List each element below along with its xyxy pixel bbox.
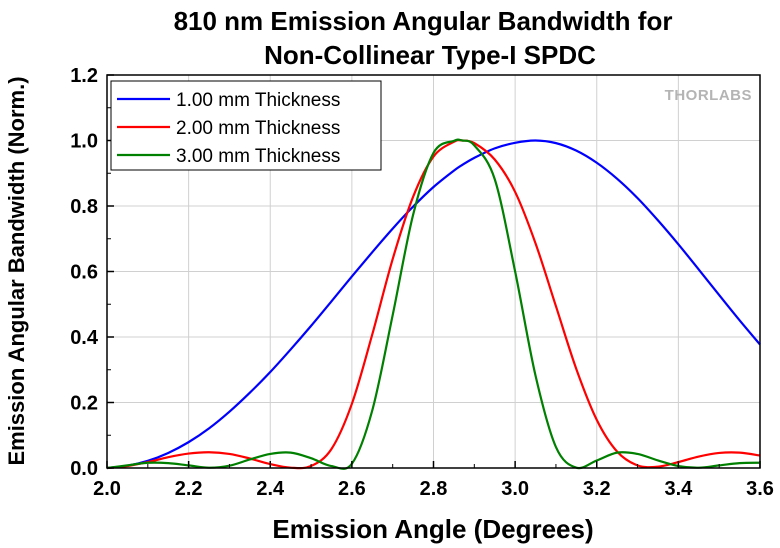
x-tick-label: 3.2	[583, 478, 611, 500]
chart-title-line1: 810 nm Emission Angular Bandwidth for	[174, 6, 673, 36]
y-tick-label: 0.0	[70, 458, 98, 480]
x-tick-label: 3.0	[501, 478, 529, 500]
y-tick-label: 0.8	[70, 196, 98, 218]
y-tick-label: 1.2	[70, 65, 98, 87]
thorlabs-watermark: THORLABS	[665, 87, 752, 104]
legend-label-1: 1.00 mm Thickness	[176, 90, 340, 111]
y-tick-label: 0.2	[70, 393, 98, 415]
series-line-3	[106, 138, 761, 470]
chart-title-line2: Non-Collinear Type-I SPDC	[264, 40, 596, 70]
legend-label-2: 2.00 mm Thickness	[176, 118, 340, 139]
legend: 1.00 mm Thickness 2.00 mm Thickness 3.00 m…	[110, 80, 382, 171]
x-tick-label: 3.6	[746, 478, 774, 500]
series-line-2	[106, 138, 761, 470]
x-tick-label: 2.0	[93, 478, 121, 500]
x-tick-label: 3.4	[664, 478, 693, 500]
x-axis-label: Emission Angle (Degrees)	[272, 514, 593, 544]
series-group	[106, 138, 761, 470]
x-tick-label: 2.6	[338, 478, 366, 500]
y-axis-label: Emission Angular Bandwidth (Norm.)	[4, 76, 29, 465]
legend-label-3: 3.00 mm Thickness	[176, 146, 340, 167]
tick-labels: 2.0 2.2 2.4 2.6 2.8 3.0 3.2 3.4 3.6 0.0 0.2 0.4 0.6 0…	[70, 65, 774, 500]
x-tick-label: 2.8	[420, 478, 448, 500]
y-tick-label: 0.4	[70, 327, 99, 349]
y-tick-label: 0.6	[70, 262, 98, 284]
x-tick-label: 2.4	[256, 478, 285, 500]
x-tick-label: 2.2	[175, 478, 203, 500]
series-line-1	[106, 139, 761, 470]
y-tick-label: 1.0	[70, 131, 98, 153]
plot-frame	[106, 74, 761, 469]
legend-items: 1.00 mm Thickness 2.00 mm Thickness 3.00 m…	[117, 90, 340, 167]
